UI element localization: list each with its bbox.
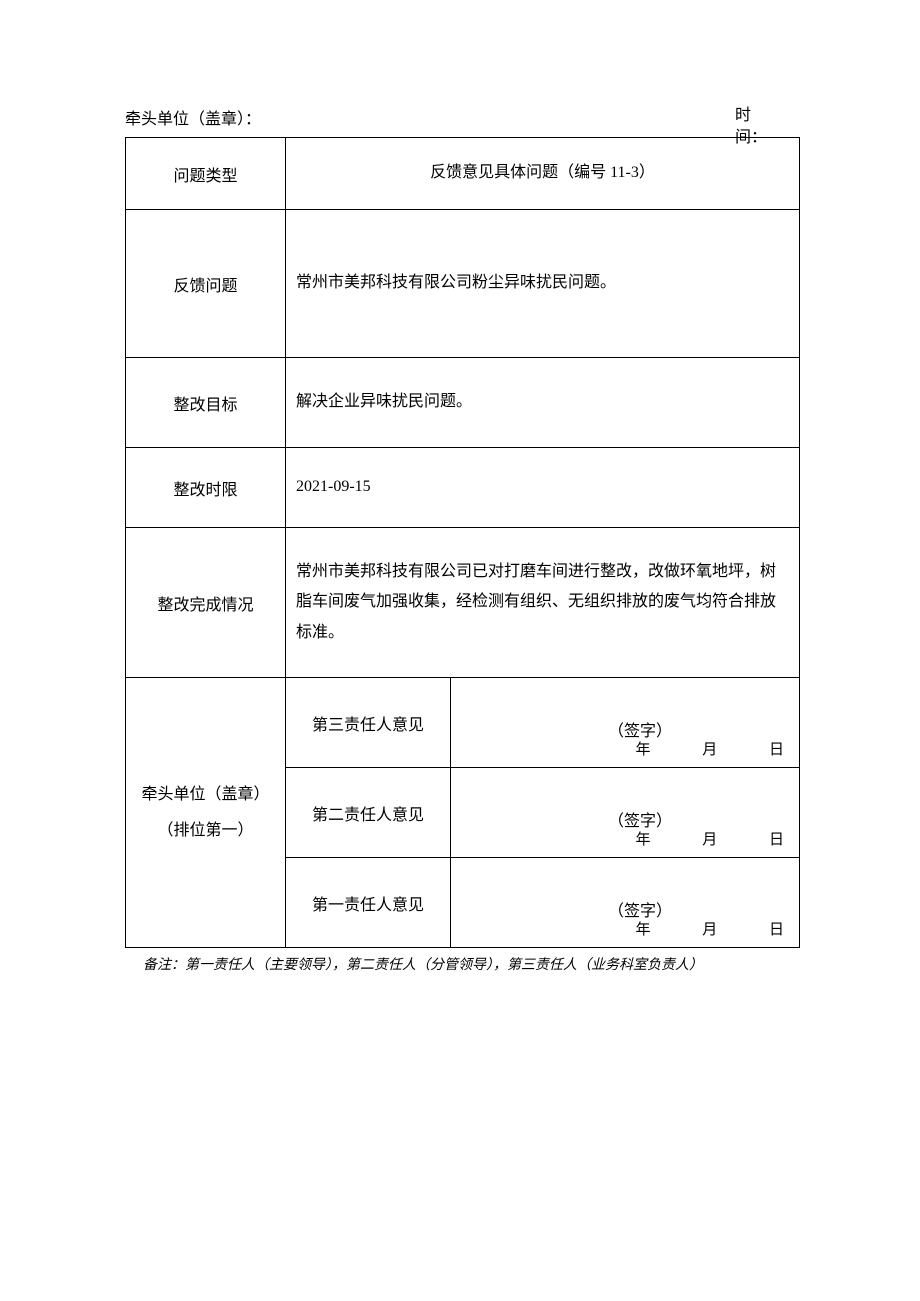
footnote: 备注：第一责任人（主要领导），第二责任人（分管领导），第三责任人（业务科室负责人… xyxy=(125,954,800,974)
opinion-3-label: 第三责任人意见 xyxy=(286,678,451,768)
opinion-2-month: 月 xyxy=(702,828,717,849)
opinion-1-sign: （签字） xyxy=(461,885,789,921)
row-rectify-completion: 整改完成情况 常州市美邦科技有限公司已对打磨车间进行整改，改做环氧地坪，树脂车间… xyxy=(126,528,800,678)
value-rectify-goal: 解决企业异味扰民问题。 xyxy=(286,358,800,448)
opinion-3-day: 日 xyxy=(769,738,784,759)
row-problem-type: 问题类型 反馈意见具体问题（编号 11-3） xyxy=(126,138,800,210)
opinion-2-label: 第二责任人意见 xyxy=(286,768,451,858)
header-right: 时 间： xyxy=(600,105,800,129)
opinion-left-line2: （排位第一） xyxy=(136,813,275,848)
value-feedback-problem: 常州市美邦科技有限公司粉尘异味扰民问题。 xyxy=(286,210,800,358)
opinion-left-line1: 牵头单位（盖章） xyxy=(136,777,275,812)
opinion-1-sign-area: （签字） 年 月 日 xyxy=(451,858,800,948)
label-rectify-goal: 整改目标 xyxy=(126,358,286,448)
row-rectify-goal: 整改目标 解决企业异味扰民问题。 xyxy=(126,358,800,448)
main-table: 问题类型 反馈意见具体问题（编号 11-3） 反馈问题 常州市美邦科技有限公司粉… xyxy=(125,137,800,948)
opinion-3-year: 年 xyxy=(635,738,650,759)
value-rectify-deadline: 2021-09-15 xyxy=(286,448,800,528)
opinion-left-label: 牵头单位（盖章） （排位第一） xyxy=(126,678,286,948)
opinion-3-date: 年 月 日 xyxy=(587,738,784,759)
opinion-3-sign: （签字） xyxy=(461,705,789,741)
header-row: 牵头单位（盖章）： 时 间： xyxy=(125,105,800,129)
lead-unit-label: 牵头单位（盖章）： xyxy=(125,105,600,129)
opinion-1-date: 年 月 日 xyxy=(587,918,784,939)
opinion-1-day: 日 xyxy=(769,918,784,939)
page-container: 牵头单位（盖章）： 时 间： 问题类型 反馈意见具体问题（编号 11-3） 反馈… xyxy=(0,0,920,974)
label-rectify-completion: 整改完成情况 xyxy=(126,528,286,678)
opinion-2-year: 年 xyxy=(635,828,650,849)
label-rectify-deadline: 整改时限 xyxy=(126,448,286,528)
row-feedback-problem: 反馈问题 常州市美邦科技有限公司粉尘异味扰民问题。 xyxy=(126,210,800,358)
opinion-3-sign-area: （签字） 年 月 日 xyxy=(451,678,800,768)
opinion-1-year: 年 xyxy=(635,918,650,939)
opinion-1-label: 第一责任人意见 xyxy=(286,858,451,948)
opinion-2-date: 年 月 日 xyxy=(587,828,784,849)
opinion-2-sign: （签字） xyxy=(461,795,789,831)
value-rectify-completion: 常州市美邦科技有限公司已对打磨车间进行整改，改做环氧地坪，树脂车间废气加强收集，… xyxy=(286,528,800,678)
opinion-2-day: 日 xyxy=(769,828,784,849)
opinion-2-sign-area: （签字） 年 月 日 xyxy=(451,768,800,858)
opinion-1-month: 月 xyxy=(702,918,717,939)
row-rectify-deadline: 整改时限 2021-09-15 xyxy=(126,448,800,528)
opinion-row-3: 牵头单位（盖章） （排位第一） 第三责任人意见 （签字） 年 月 日 xyxy=(126,678,800,768)
label-feedback-problem: 反馈问题 xyxy=(126,210,286,358)
opinion-3-month: 月 xyxy=(702,738,717,759)
value-problem-type: 反馈意见具体问题（编号 11-3） xyxy=(286,138,800,210)
time-label: 时 间： xyxy=(735,105,767,150)
label-problem-type: 问题类型 xyxy=(126,138,286,210)
